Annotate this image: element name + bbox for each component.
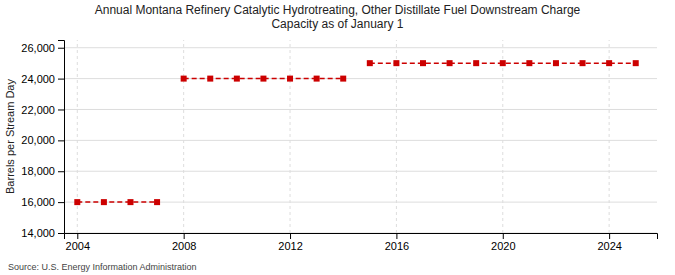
data-point	[181, 76, 187, 82]
y-axis-title: Barrels per Stream Day	[4, 79, 16, 194]
data-point	[420, 60, 426, 66]
y-tick-label: 18,000	[21, 165, 55, 177]
data-point	[74, 199, 80, 205]
x-tick-mark	[290, 233, 291, 239]
grid	[64, 40, 657, 233]
x-tick-mark	[609, 233, 610, 239]
grid-line-x	[609, 40, 610, 233]
chart: 2004 2008 2012 2016 2020 2024 14,000 16,000 18,0…	[0, 0, 675, 275]
data-point	[553, 60, 559, 66]
y-tick-label: 14,000	[21, 227, 55, 239]
source-note: Source: U.S. Energy Information Administ…	[8, 262, 197, 272]
x-tick-mark	[77, 233, 78, 239]
y-tick: 22,000	[21, 104, 64, 116]
x-tick: 2008	[172, 233, 196, 252]
x-tick: 2016	[385, 233, 409, 252]
data-point	[526, 60, 532, 66]
data-point	[633, 60, 639, 66]
x-tick-mark	[396, 233, 397, 239]
title: Annual Montana Refinery Catalytic Hydrot…	[95, 3, 581, 31]
y-tick: 26,000	[21, 42, 64, 54]
data-point	[447, 60, 453, 66]
data-point	[260, 76, 266, 82]
y-tick: 24,000	[21, 73, 64, 85]
data-point	[473, 60, 479, 66]
x-tick-label: 2008	[172, 240, 196, 252]
x-tick: 2020	[491, 233, 515, 252]
x-tick: 2004	[66, 233, 90, 252]
y-tick-mark	[58, 48, 64, 49]
data-point	[367, 60, 373, 66]
data-point	[234, 76, 240, 82]
y-tick-mark	[58, 140, 64, 141]
x-tick-mark	[503, 233, 504, 239]
data-point	[154, 199, 160, 205]
x-tick-label: 2016	[385, 240, 409, 252]
grid-line-x	[290, 40, 291, 233]
grid-line-x	[502, 40, 503, 233]
x-tick-label: 2024	[597, 240, 621, 252]
series-line	[77, 201, 157, 203]
grid-line-x	[396, 40, 397, 233]
x-tick-label: 2004	[66, 240, 90, 252]
x-tick-label: 2020	[491, 240, 515, 252]
y-tick-mark	[58, 109, 64, 110]
y-tick: 20,000	[21, 134, 64, 146]
x-tick-mark	[184, 233, 185, 239]
data-point	[287, 76, 293, 82]
data-point	[314, 76, 320, 82]
x-tick: 2012	[278, 233, 302, 252]
grid-line-y	[64, 78, 657, 79]
grid-line-x	[183, 40, 184, 233]
grid-line-y	[64, 171, 657, 172]
y-tick: 14,000	[21, 227, 64, 239]
grid-line-y	[64, 47, 657, 48]
y-tick-label: 20,000	[21, 134, 55, 146]
grid-line-y	[64, 140, 657, 141]
data-point	[101, 199, 107, 205]
y-tick-mark	[58, 171, 64, 172]
grid-line-y	[64, 109, 657, 110]
title-line: Capacity as of January 1	[271, 17, 403, 31]
data-point	[500, 60, 506, 66]
y-tick-mark	[58, 79, 64, 80]
data-point	[606, 60, 612, 66]
grid-line-y	[64, 202, 657, 203]
y-tick-label: 22,000	[21, 104, 55, 116]
y-axis: 14,000 16,000 18,000 20,000 22,000 24,000 26,0…	[21, 41, 64, 240]
x-axis: 2004 2008 2012 2016 2020 2024	[65, 233, 658, 252]
y-tick: 16,000	[21, 196, 64, 208]
data-point	[207, 76, 213, 82]
y-tick-label: 24,000	[21, 73, 55, 85]
data-point	[340, 76, 346, 82]
y-tick-mark	[58, 233, 64, 234]
data-point	[580, 60, 586, 66]
y-tick-label: 16,000	[21, 196, 55, 208]
y-tick: 18,000	[21, 165, 64, 177]
y-axis-line	[58, 41, 65, 234]
y-tick-label: 26,000	[21, 42, 55, 54]
x-axis-line	[65, 234, 658, 240]
data-point	[393, 60, 399, 66]
x-tick: 2024	[597, 233, 621, 252]
x-tick-label: 2012	[278, 240, 302, 252]
y-tick-mark	[58, 202, 64, 203]
title-line: Annual Montana Refinery Catalytic Hydrot…	[95, 3, 581, 17]
plot-area	[74, 60, 638, 205]
data-point	[127, 199, 133, 205]
